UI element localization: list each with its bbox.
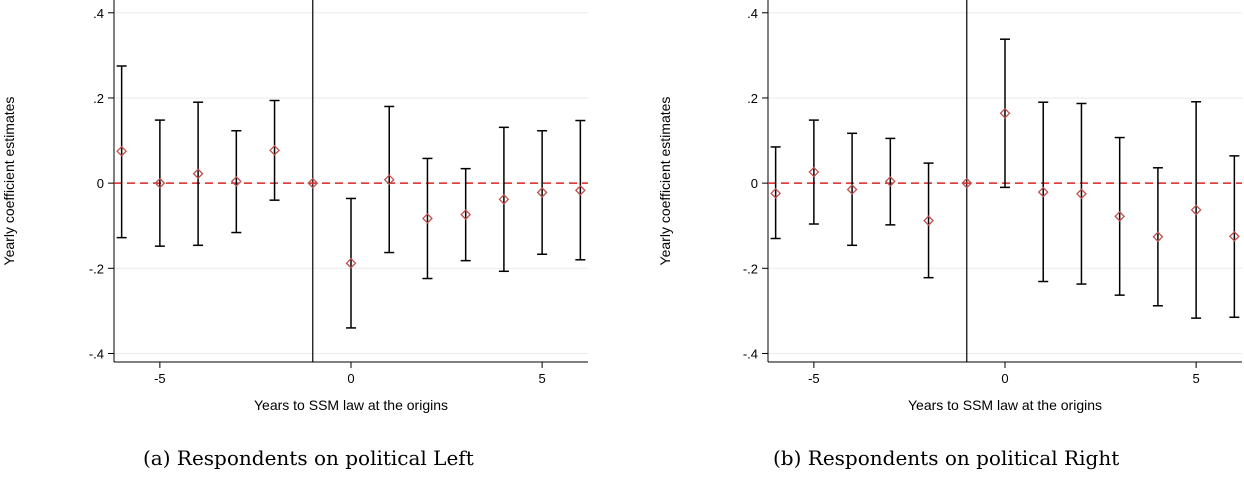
error-bar bbox=[923, 162, 934, 279]
coefficient-point bbox=[230, 176, 242, 187]
coefficient-point bbox=[422, 213, 433, 224]
error-bar bbox=[346, 197, 356, 329]
coefficient-point bbox=[884, 176, 896, 187]
coefficient-point bbox=[1190, 204, 1202, 216]
coefficient-point bbox=[846, 184, 858, 195]
coefficient-point bbox=[808, 166, 820, 178]
error-bar bbox=[1191, 101, 1202, 319]
y-tick-label: .2 bbox=[747, 91, 758, 106]
coefficient-point bbox=[1152, 231, 1164, 243]
error-bar bbox=[154, 119, 165, 247]
error-bar bbox=[1152, 167, 1163, 307]
coefficient-point bbox=[154, 177, 166, 189]
error-bar bbox=[1076, 102, 1087, 285]
error-bar bbox=[231, 129, 242, 234]
panel-b: .4 .2 0 -.2 -.4 -5 0 5 Years to SSM law at the o… bbox=[657, 0, 1242, 413]
error-bar bbox=[1114, 136, 1125, 296]
coefficient-point bbox=[498, 193, 510, 205]
x-axis-title: Years to SSM law at the origins bbox=[908, 397, 1102, 413]
y-tick-label: 0 bbox=[97, 176, 104, 191]
error-bar bbox=[885, 137, 896, 226]
error-bar bbox=[847, 132, 858, 247]
error-bar bbox=[269, 99, 280, 201]
x-tick-label: -5 bbox=[808, 371, 820, 386]
coefficient-point bbox=[116, 145, 128, 157]
coefficient-point bbox=[383, 174, 395, 186]
y-tick-label: -.2 bbox=[743, 261, 758, 276]
error-bar bbox=[1229, 155, 1240, 319]
panel-a: .4 .2 0 -.2 -.4 -5 0 5 Years to SSM law at the o… bbox=[1, 0, 588, 413]
x-tick-label: 0 bbox=[1001, 371, 1008, 386]
y-tick-label: -.4 bbox=[89, 346, 104, 361]
error-bar bbox=[770, 146, 781, 240]
coefficient-point bbox=[192, 168, 204, 180]
error-bar bbox=[1038, 101, 1049, 283]
coefficient-point bbox=[770, 187, 782, 199]
coefficient-point bbox=[536, 187, 548, 198]
y-tick-label: .2 bbox=[93, 91, 104, 106]
x-axis-title: Years to SSM law at the origins bbox=[254, 397, 448, 413]
y-tick-label: 0 bbox=[751, 176, 758, 191]
coefficient-point bbox=[307, 177, 319, 189]
coefficient-point bbox=[999, 107, 1011, 119]
x-tick-label: 0 bbox=[347, 371, 354, 386]
coefficient-point bbox=[1114, 210, 1126, 222]
y-axis-title: Yearly coefficient estimates bbox=[1, 97, 17, 266]
coefficient-point bbox=[1037, 186, 1049, 198]
error-bar bbox=[116, 65, 127, 239]
coefficient-point bbox=[923, 215, 934, 227]
y-tick-label: .4 bbox=[747, 6, 758, 21]
coefficient-point bbox=[345, 257, 357, 269]
coefficient-point bbox=[574, 184, 586, 196]
coefficient-point bbox=[460, 209, 472, 221]
y-tick-label: .4 bbox=[93, 6, 104, 21]
error-bar bbox=[498, 126, 509, 273]
coefficient-point bbox=[961, 177, 973, 189]
x-tick-label: 5 bbox=[1193, 371, 1200, 386]
y-tick-label: -.2 bbox=[89, 261, 104, 276]
figure-svg: .4 .2 0 -.2 -.4 -5 0 5 Years to SSM law at the o… bbox=[1, 0, 1242, 413]
y-tick-label: -.4 bbox=[743, 346, 758, 361]
error-bar bbox=[808, 119, 819, 225]
error-bar bbox=[460, 167, 471, 262]
x-tick-label: 5 bbox=[539, 371, 546, 386]
caption-a: (a) Respondents on political Left bbox=[143, 446, 474, 470]
caption-b: (b) Respondents on political Right bbox=[773, 446, 1120, 470]
coefficient-point bbox=[1076, 188, 1087, 200]
error-bar bbox=[384, 105, 395, 254]
error-bar bbox=[537, 129, 548, 256]
error-bar bbox=[422, 157, 433, 280]
y-axis-title: Yearly coefficient estimates bbox=[657, 97, 673, 266]
error-bar bbox=[1000, 38, 1010, 189]
error-bar bbox=[575, 119, 586, 261]
error-bar bbox=[193, 101, 204, 247]
x-tick-label: -5 bbox=[154, 371, 166, 386]
coefficient-point bbox=[1228, 230, 1240, 242]
coefficient-point bbox=[269, 144, 280, 156]
